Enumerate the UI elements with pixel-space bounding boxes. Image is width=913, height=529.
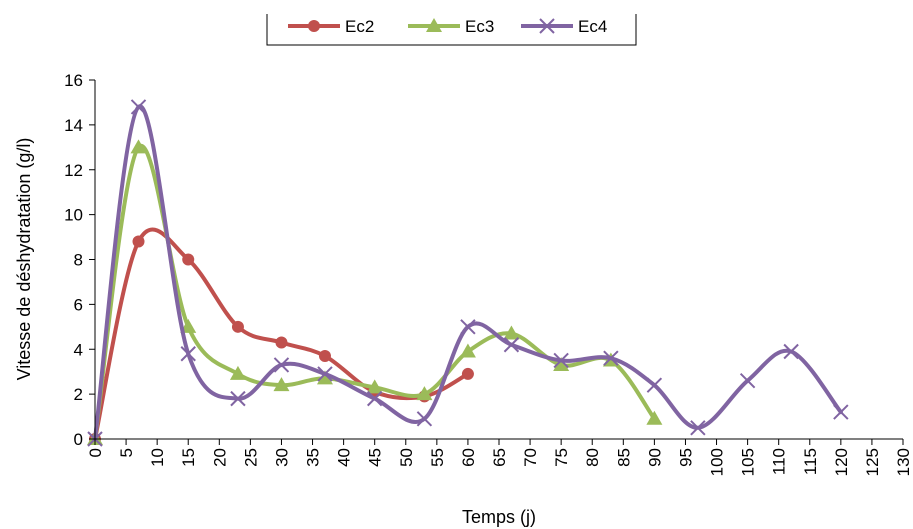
x-tick-label: 0 — [86, 448, 105, 457]
data-point-ec4 — [739, 372, 756, 389]
data-point-ec4 — [230, 390, 246, 407]
data-point-ec3 — [180, 318, 197, 333]
y-axis-title: Vitesse de déshydratation (g/l) — [14, 138, 34, 381]
data-point-ec4 — [646, 377, 663, 393]
data-point-ec4 — [180, 346, 196, 362]
legend-label: Ec4 — [578, 17, 607, 36]
x-tick-label: 25 — [241, 448, 260, 467]
x-tick-label: 75 — [552, 448, 571, 467]
x-tick-label: 55 — [428, 448, 447, 467]
x-tick-label: 10 — [148, 448, 167, 467]
series-line-ec2 — [93, 227, 470, 441]
data-point-ec3 — [130, 139, 147, 154]
legend-box — [266, 14, 637, 46]
legend-label: Ec2 — [345, 17, 374, 36]
x-tick-label: 65 — [490, 448, 509, 467]
data-point-ec3 — [316, 370, 333, 385]
x-tick-label: 105 — [739, 448, 758, 476]
y-tick-label: 12 — [64, 161, 83, 180]
data-point-ec2 — [318, 349, 331, 362]
series-line-ec4 — [93, 104, 843, 441]
data-point-ec4 — [366, 390, 383, 407]
data-point-ec3 — [553, 356, 570, 371]
x-tick-label: 85 — [614, 448, 633, 467]
x-tick-label: 130 — [894, 448, 913, 476]
y-tick-label: 4 — [74, 340, 83, 359]
data-point-ec3 — [366, 379, 383, 394]
y-tick-label: 16 — [64, 71, 83, 90]
x-tick-label: 95 — [676, 448, 695, 467]
data-point-ec4 — [273, 357, 290, 373]
data-point-ec4 — [783, 343, 799, 360]
x-tick-label: 60 — [459, 448, 478, 467]
y-tick-label: 6 — [74, 295, 83, 314]
x-tick-label: 90 — [645, 448, 664, 467]
x-tick-label: 20 — [210, 448, 229, 467]
x-tick-label: 115 — [801, 448, 820, 475]
data-point-ec4 — [553, 352, 569, 369]
data-point-ec2 — [275, 336, 288, 349]
series-layer — [87, 99, 849, 447]
y-axis-ticks: 0 2 4 6 8 10 12 14 16 — [64, 71, 95, 449]
data-point-ec3 — [273, 377, 290, 392]
x-tick-label: 35 — [304, 448, 323, 467]
x-tick-label: 70 — [521, 448, 540, 467]
legend-item-ec3: Ec3 — [408, 17, 494, 36]
data-point-ec2 — [231, 320, 244, 333]
y-tick-label: 10 — [64, 206, 83, 225]
data-point-ec3 — [229, 365, 246, 380]
data-point-ec4 — [603, 350, 619, 366]
x-axis-ticks: 0 5 10 15 20 25 30 35 40 45 50 55 60 65 70 75 80 85 90 95 10… — [86, 439, 913, 476]
series-ec4 — [87, 99, 849, 447]
data-point-ec3 — [503, 325, 520, 340]
data-point-ec4 — [130, 99, 147, 115]
y-tick-label: 0 — [74, 430, 83, 449]
legend-marker — [308, 20, 320, 32]
data-point-ec4 — [833, 404, 849, 420]
x-tick-label: 30 — [272, 448, 291, 467]
series-ec2 — [89, 227, 474, 445]
data-point-ec3 — [646, 410, 663, 425]
x-tick-label: 125 — [863, 448, 882, 476]
x-tick-label: 100 — [708, 448, 727, 476]
data-point-ec3 — [416, 386, 433, 401]
legend-label: Ec3 — [465, 17, 494, 36]
data-point-ec2 — [461, 367, 474, 380]
data-point-ec2 — [182, 253, 195, 266]
legend-marker — [539, 18, 555, 34]
legend-marker — [426, 18, 442, 32]
x-tick-label: 40 — [335, 448, 354, 467]
x-axis-title: Temps (j) — [462, 507, 536, 527]
x-tick-label: 5 — [117, 448, 136, 457]
x-tick-label: 45 — [366, 448, 385, 467]
data-point-ec4 — [317, 366, 333, 382]
legend-item-ec4: Ec4 — [521, 17, 607, 36]
legend-item-ec2: Ec2 — [288, 17, 374, 36]
x-tick-label: 15 — [179, 448, 198, 467]
data-point-ec4 — [503, 337, 520, 353]
x-tick-label: 110 — [770, 448, 789, 475]
data-point-ec4 — [416, 411, 433, 427]
x-tick-label: 80 — [583, 448, 602, 467]
data-point-ec3 — [459, 343, 476, 358]
legend: Ec2 Ec3 Ec4 — [266, 14, 637, 46]
x-tick-label: 120 — [832, 448, 851, 476]
y-tick-label: 2 — [74, 385, 83, 404]
data-point-ec4 — [690, 420, 706, 436]
y-tick-label: 8 — [74, 251, 83, 270]
data-point-ec2 — [132, 235, 145, 248]
x-tick-label: 50 — [397, 448, 416, 467]
y-tick-label: 14 — [64, 116, 83, 135]
data-point-ec4 — [460, 319, 476, 335]
